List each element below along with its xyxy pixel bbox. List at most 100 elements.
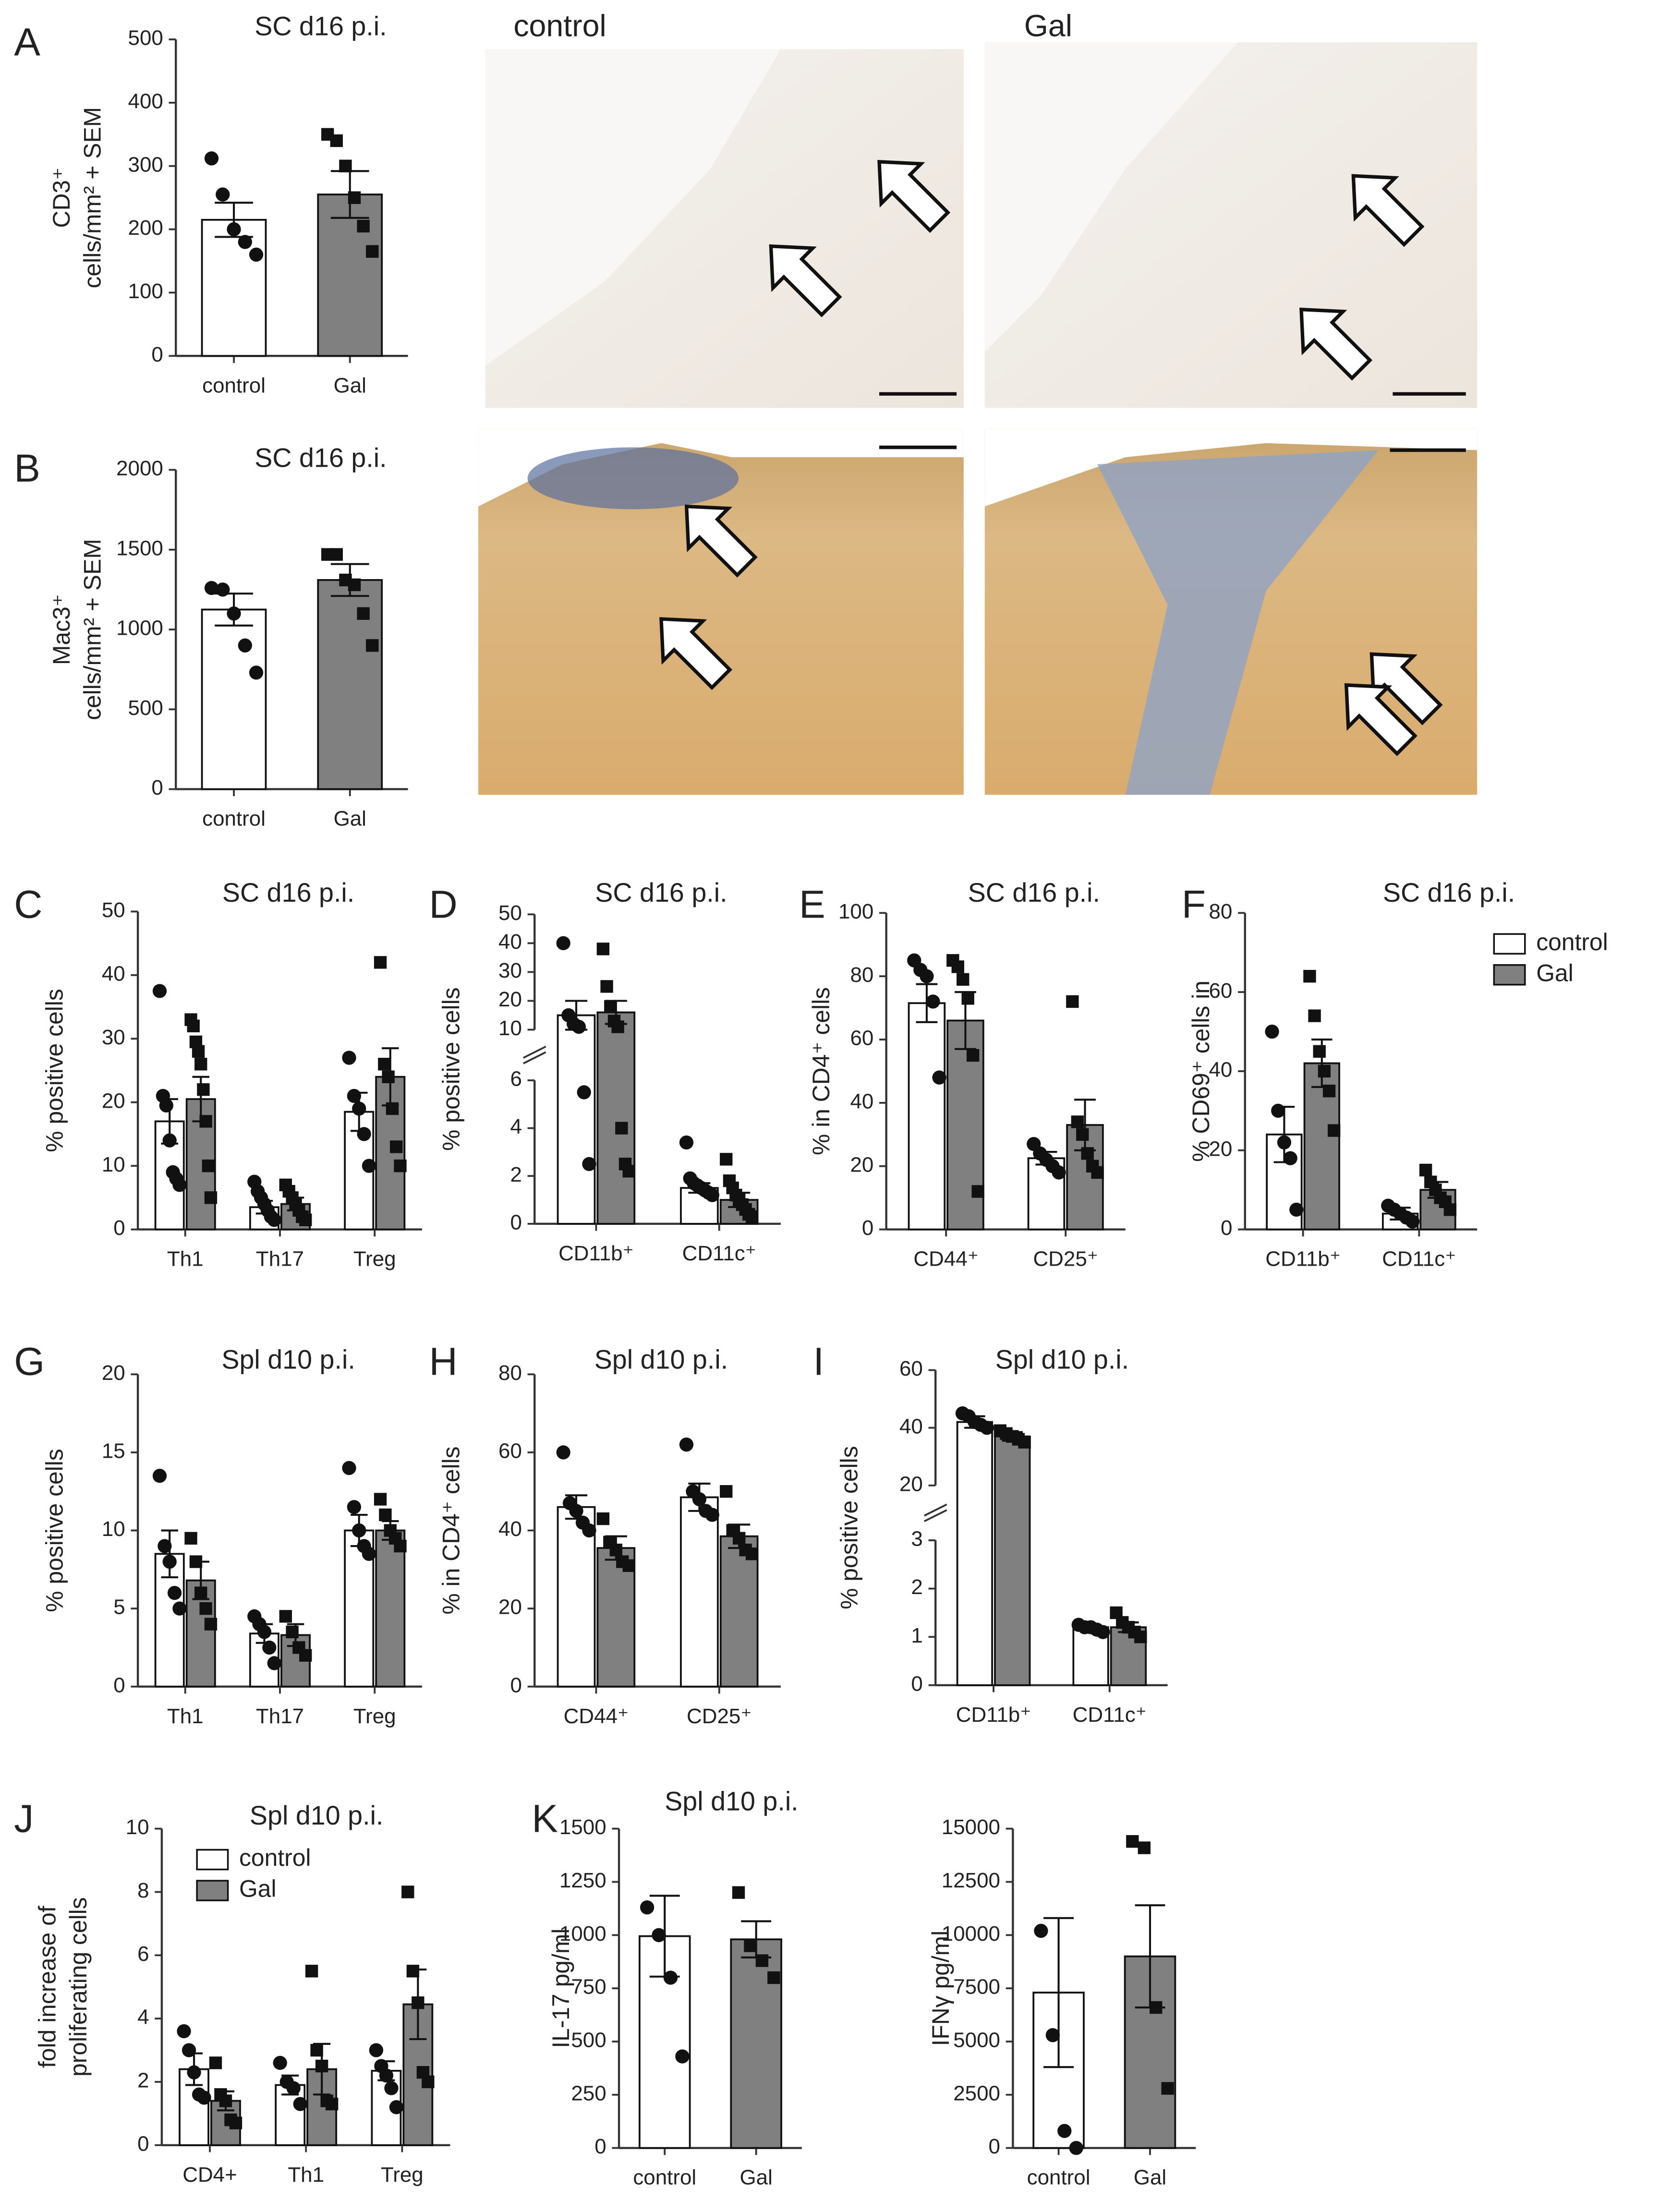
x-tick-label: control (1027, 2166, 1091, 2189)
data-point (267, 1656, 281, 1670)
bar (956, 1421, 994, 1686)
bar (908, 1002, 946, 1231)
data-point (1134, 1631, 1147, 1644)
y-tick-label: 0 (594, 2135, 606, 2158)
y-axis-label: cells/mm² + SEM (79, 539, 106, 720)
data-point (204, 1191, 218, 1204)
data-point (744, 1939, 757, 1952)
y-tick-label: 60 (1209, 979, 1233, 1003)
y-tick-label: 12500 (942, 1869, 1000, 1892)
chart-title: SC d16 p.i. (222, 878, 354, 907)
data-point (187, 2065, 201, 2079)
data-point (305, 1965, 318, 1978)
panel: G Spl d10 p.i. % positive cells 0 5 10 15 20 Th1… (14, 1340, 422, 1728)
data-point (384, 2081, 399, 2095)
data-point (1066, 995, 1079, 1008)
data-point (1034, 1923, 1048, 1938)
data-point (187, 1019, 200, 1033)
data-point (162, 1133, 177, 1148)
data-point (286, 2081, 301, 2095)
y-tick-label: 80 (850, 963, 873, 987)
y-axis-label: Mac3⁺ (48, 594, 75, 665)
data-point (162, 1554, 177, 1569)
data-point (293, 2097, 307, 2111)
y-tick-label: 80 (498, 1361, 522, 1385)
panel-letter: C (14, 882, 42, 926)
y-tick-label: 20 (1209, 1137, 1233, 1160)
x-tick-label: CD11b⁺ (1265, 1247, 1341, 1271)
data-point (379, 1508, 392, 1522)
axis-break (923, 1503, 947, 1517)
legend-swatch (1493, 933, 1526, 955)
data-point (1327, 1124, 1341, 1137)
data-point (189, 1555, 203, 1568)
data-point (219, 2094, 232, 2107)
y-tick-label: 20 (850, 1153, 873, 1176)
data-point (249, 665, 264, 680)
y-tick-label: 40 (899, 1414, 923, 1438)
bar (317, 193, 383, 357)
y-tick-label: 2 (510, 1163, 521, 1186)
x-tick-label: Gal (740, 2166, 773, 2189)
data-point (615, 1122, 628, 1135)
x-tick-label: Th17 (256, 1704, 304, 1728)
data-point (347, 1500, 362, 1514)
data-point (1443, 1203, 1457, 1216)
data-point (926, 994, 940, 1009)
x-tick-label: CD11b⁺ (956, 1703, 1031, 1727)
data-point (315, 2059, 328, 2073)
y-tick-label: 2500 (953, 2081, 1000, 2105)
data-point (177, 2024, 191, 2039)
legend-swatch (196, 1849, 229, 1871)
x-tick-label: CD11c⁺ (1382, 1247, 1456, 1271)
data-point (299, 1649, 312, 1662)
data-point (194, 1058, 207, 1071)
error-bar (161, 1529, 178, 1579)
data-point (374, 1493, 387, 1506)
data-point (745, 1547, 759, 1560)
panel: E SC d16 p.i. % in CD4⁺ cells 0 20 40 60 80 100 C… (799, 878, 1126, 1271)
y-tick-label: 1500 (116, 536, 163, 560)
image-background (984, 429, 1478, 507)
y-axis-label: % CD69⁺ cells in (1187, 980, 1214, 1162)
data-point (330, 548, 343, 561)
y-tick-label: 40 (1209, 1058, 1233, 1082)
data-point (172, 1601, 187, 1616)
x-tick-label: CD44⁺ (913, 1247, 979, 1271)
data-point (352, 1523, 366, 1538)
y-tick-label: 10 (126, 1815, 149, 1839)
data-point (663, 1970, 678, 1985)
chart-title: Spl d10 p.i. (221, 1345, 355, 1375)
data-point (1303, 970, 1316, 983)
data-point (412, 1996, 424, 2009)
data-point (556, 936, 570, 951)
y-tick-label: 0 (510, 1210, 521, 1234)
data-point (951, 960, 964, 973)
y-tick-label: 20 (498, 1596, 522, 1619)
data-point (720, 1153, 733, 1166)
data-point (199, 1115, 212, 1128)
data-point (961, 992, 974, 1005)
panel: A SC d16 p.i. CD3⁺ cells/mm² + SEM 0 100 200 30… (14, 11, 408, 397)
y-tick-label: 300 (128, 153, 163, 176)
data-point (732, 1886, 745, 1899)
panel: I Spl d10 p.i. % positive cells 0 1 2 3 20 40 60 C… (813, 1340, 1168, 1727)
bar (596, 1011, 636, 1225)
y-tick-label: 200 (128, 216, 163, 240)
legend-label: control (239, 1844, 311, 1871)
x-tick-label: control (202, 374, 266, 397)
image-stain (1097, 450, 1379, 795)
data-point (299, 1213, 312, 1226)
data-point (362, 1159, 376, 1173)
data-point (705, 1508, 719, 1522)
data-point (379, 2068, 394, 2083)
image-stain (527, 447, 739, 509)
data-point (1126, 1835, 1139, 1848)
data-point (216, 187, 230, 202)
data-point (679, 1438, 694, 1452)
data-point (366, 245, 379, 258)
y-axis-label: IL-17 pg/ml (547, 1929, 574, 2048)
chart-title: Spl d10 p.i. (665, 1787, 798, 1816)
data-point (720, 1485, 733, 1498)
chart-title: Spl d10 p.i. (594, 1345, 728, 1375)
